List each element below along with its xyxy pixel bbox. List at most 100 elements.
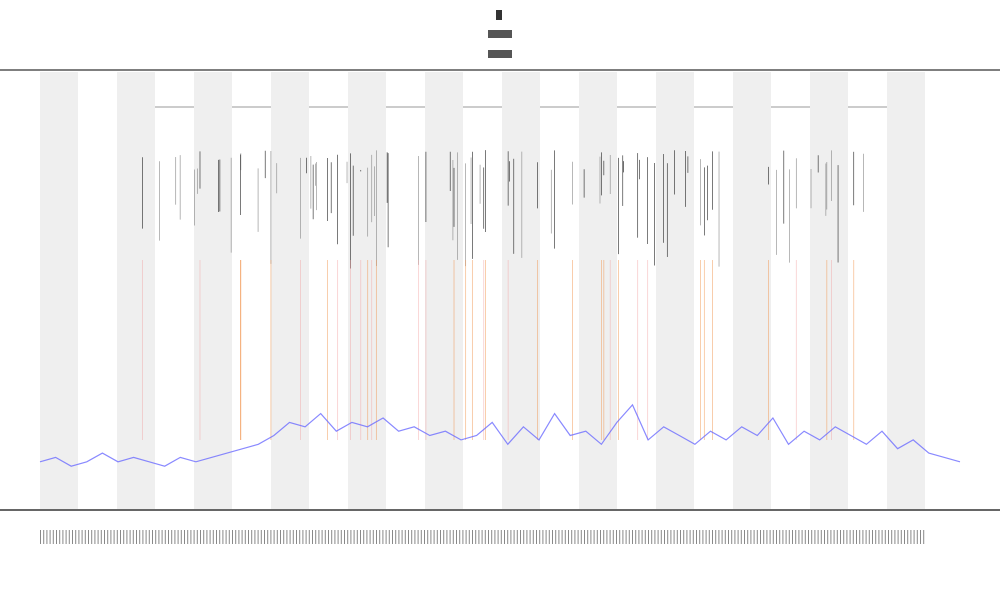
x-label-glyph [475, 530, 477, 544]
band [271, 72, 309, 509]
x-label-glyph [65, 530, 67, 544]
x-label-glyph [548, 530, 550, 544]
x-label-glyph [257, 530, 259, 544]
x-label-glyph [228, 530, 230, 544]
x-label-glyph [654, 530, 656, 544]
x-label-glyph [609, 530, 611, 544]
x-label-glyph [913, 530, 915, 544]
x-label-glyph [584, 530, 585, 544]
x-label-glyph [526, 530, 528, 544]
subtitle-glyph [488, 30, 512, 38]
band [810, 72, 848, 509]
x-label-glyph [136, 530, 137, 544]
x-label-glyph [657, 530, 659, 544]
x-label-glyph [923, 530, 925, 544]
x-label-glyph [385, 530, 387, 544]
x-label-glyph [372, 530, 374, 544]
x-label-glyph [568, 530, 569, 544]
x-label-glyph [145, 530, 147, 544]
x-label-glyph [881, 530, 883, 544]
x-label-glyph [331, 530, 333, 544]
x-label-glyph [398, 530, 400, 544]
x-label-glyph [388, 530, 390, 544]
x-label-glyph [676, 530, 678, 544]
x-label-glyph [603, 530, 605, 544]
x-label-glyph [360, 530, 361, 544]
x-label-glyph [209, 530, 211, 544]
x-label-glyph [251, 530, 253, 544]
x-label-glyph [292, 530, 294, 544]
x-label-glyph [484, 530, 486, 544]
x-label-glyph [356, 530, 358, 544]
x-label-glyph [446, 530, 448, 544]
x-label-glyph [379, 530, 381, 544]
x-label-glyph [129, 530, 131, 544]
x-label-glyph [769, 530, 771, 544]
x-label-glyph [376, 530, 377, 544]
x-label-glyph [673, 530, 675, 544]
x-label-glyph [404, 530, 406, 544]
x-label-glyph [721, 530, 723, 544]
x-label-glyph [56, 530, 57, 544]
x-label-glyph [644, 530, 646, 544]
x-label-glyph [552, 530, 553, 544]
x-label-glyph [299, 530, 301, 544]
x-label-glyph [897, 530, 899, 544]
x-label-glyph [347, 530, 349, 544]
x-label-glyph [462, 530, 464, 544]
x-label-glyph [433, 530, 435, 544]
x-label-glyph [46, 530, 48, 544]
x-label-glyph [904, 530, 905, 544]
x-label-glyph [168, 530, 169, 544]
x-label-glyph [241, 530, 243, 544]
x-label-glyph [843, 530, 845, 544]
x-label-glyph [334, 530, 336, 544]
x-label-glyph [206, 530, 208, 544]
x-label-glyph [728, 530, 729, 544]
x-label-glyph [766, 530, 768, 544]
x-label-glyph [472, 530, 473, 544]
x-label-glyph [427, 530, 429, 544]
x-label-glyph [500, 530, 502, 544]
x-label-glyph [171, 530, 173, 544]
x-label-glyph [516, 530, 518, 544]
x-label-glyph [340, 530, 342, 544]
x-label-glyph [731, 530, 733, 544]
x-label-glyph [456, 530, 457, 544]
x-label-glyph [878, 530, 880, 544]
x-label-glyph [846, 530, 848, 544]
x-label-glyph [910, 530, 912, 544]
x-label-glyph [686, 530, 688, 544]
x-label-glyph [705, 530, 707, 544]
x-label-glyph [763, 530, 765, 544]
x-label-glyph [408, 530, 409, 544]
x-label-glyph [616, 530, 617, 544]
x-label-glyph [852, 530, 854, 544]
x-label-glyph [244, 530, 246, 544]
x-label-glyph [606, 530, 608, 544]
x-label-glyph [40, 530, 41, 544]
x-label-glyph [632, 530, 633, 544]
x-label-glyph [523, 530, 525, 544]
x-label-glyph [328, 530, 329, 544]
x-label-glyph [308, 530, 310, 544]
x-label-glyph [286, 530, 288, 544]
x-label-glyph [798, 530, 800, 544]
x-label-glyph [49, 530, 51, 544]
x-label-glyph [193, 530, 195, 544]
x-label-glyph [760, 530, 761, 544]
x-label-glyph [641, 530, 643, 544]
x-label-glyph [667, 530, 669, 544]
x-label-glyph [270, 530, 272, 544]
x-label-glyph [619, 530, 621, 544]
band [733, 72, 771, 509]
x-label-glyph [561, 530, 563, 544]
x-label-glyph [225, 530, 227, 544]
x-label-glyph [577, 530, 579, 544]
x-label-glyph [174, 530, 176, 544]
x-label-glyph [920, 530, 921, 544]
x-label-glyph [468, 530, 470, 544]
x-label-glyph [200, 530, 201, 544]
x-label-glyph [88, 530, 89, 544]
